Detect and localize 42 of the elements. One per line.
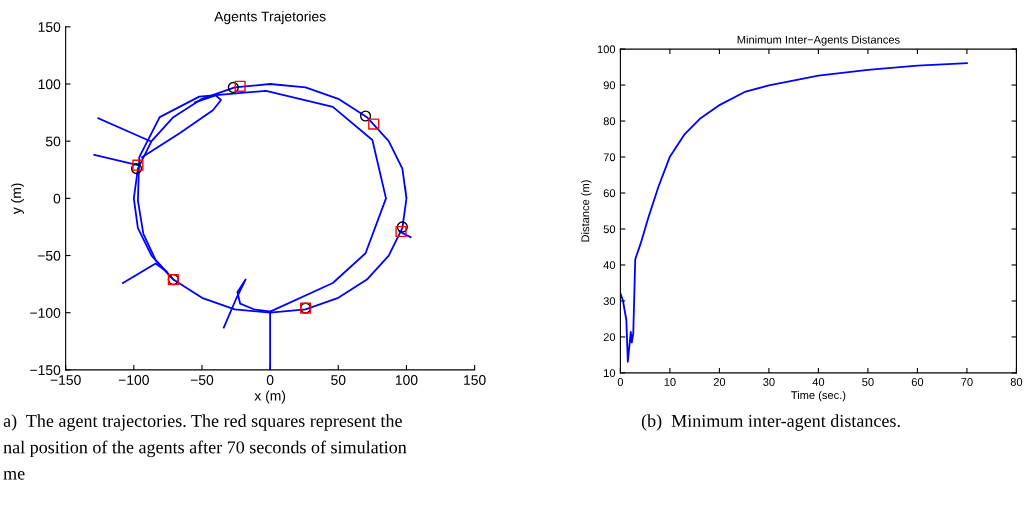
x-axis-title: Time (sec.) (791, 390, 846, 402)
y-tick-label: 100 (597, 45, 616, 54)
x-tick-label: 50 (862, 378, 874, 386)
text: me (3, 470, 25, 480)
y-tick-label: 40 (603, 261, 616, 270)
x-tick-label: 60 (911, 378, 924, 386)
y-tick-label: 20 (603, 333, 616, 342)
x-tick-label: 50 (331, 375, 346, 385)
y-tick-label: −50 (37, 250, 61, 261)
y-axis-title: Distance (m) (581, 180, 592, 242)
x-tick-label: 0 (266, 375, 274, 385)
x-tick-label: 80 (1010, 378, 1023, 386)
x-tick-label: −50 (190, 375, 214, 385)
x-tick-label: 150 (464, 375, 486, 385)
chart-title: Agents Trajetories (214, 11, 326, 25)
text: nal position of the agents after 70 seconds of simulation (3, 440, 407, 458)
y-tick-label: −100 (30, 308, 61, 318)
x-tick-label: 30 (763, 378, 775, 386)
x-tick-label: 100 (395, 375, 418, 385)
x-tick-label: 40 (812, 378, 825, 386)
y-tick-label: 90 (603, 81, 616, 90)
x-tick-label: 70 (961, 378, 973, 386)
y-tick-label: 80 (603, 117, 616, 126)
y-tick-label: 70 (603, 153, 616, 162)
y-axis-title: y (m) (11, 183, 24, 215)
y-tick-label: 100 (38, 79, 61, 90)
y-tick-label: 50 (603, 225, 616, 234)
y-tick-label: 150 (38, 22, 61, 32)
x-tick-label: −100 (118, 375, 149, 385)
y-tick-label: −150 (30, 365, 61, 376)
y-tick-label: 60 (603, 189, 616, 198)
x-tick-label: 20 (713, 378, 726, 386)
x-axis-title: x (m) (254, 390, 286, 404)
y-tick-label: 10 (604, 369, 616, 378)
x-tick-label: 0 (617, 378, 624, 386)
y-tick-label: 30 (603, 297, 616, 306)
y-tick-label: 0 (53, 193, 61, 204)
y-tick-label: 50 (45, 136, 61, 147)
text: a) The agent trajectories. The red squares represent the (3, 414, 402, 431)
chart-title: Minimum Inter−Agents Distances (737, 35, 900, 46)
text: (b) Minimum inter-agent distances. (641, 414, 900, 431)
x-tick-label: 10 (664, 378, 676, 386)
